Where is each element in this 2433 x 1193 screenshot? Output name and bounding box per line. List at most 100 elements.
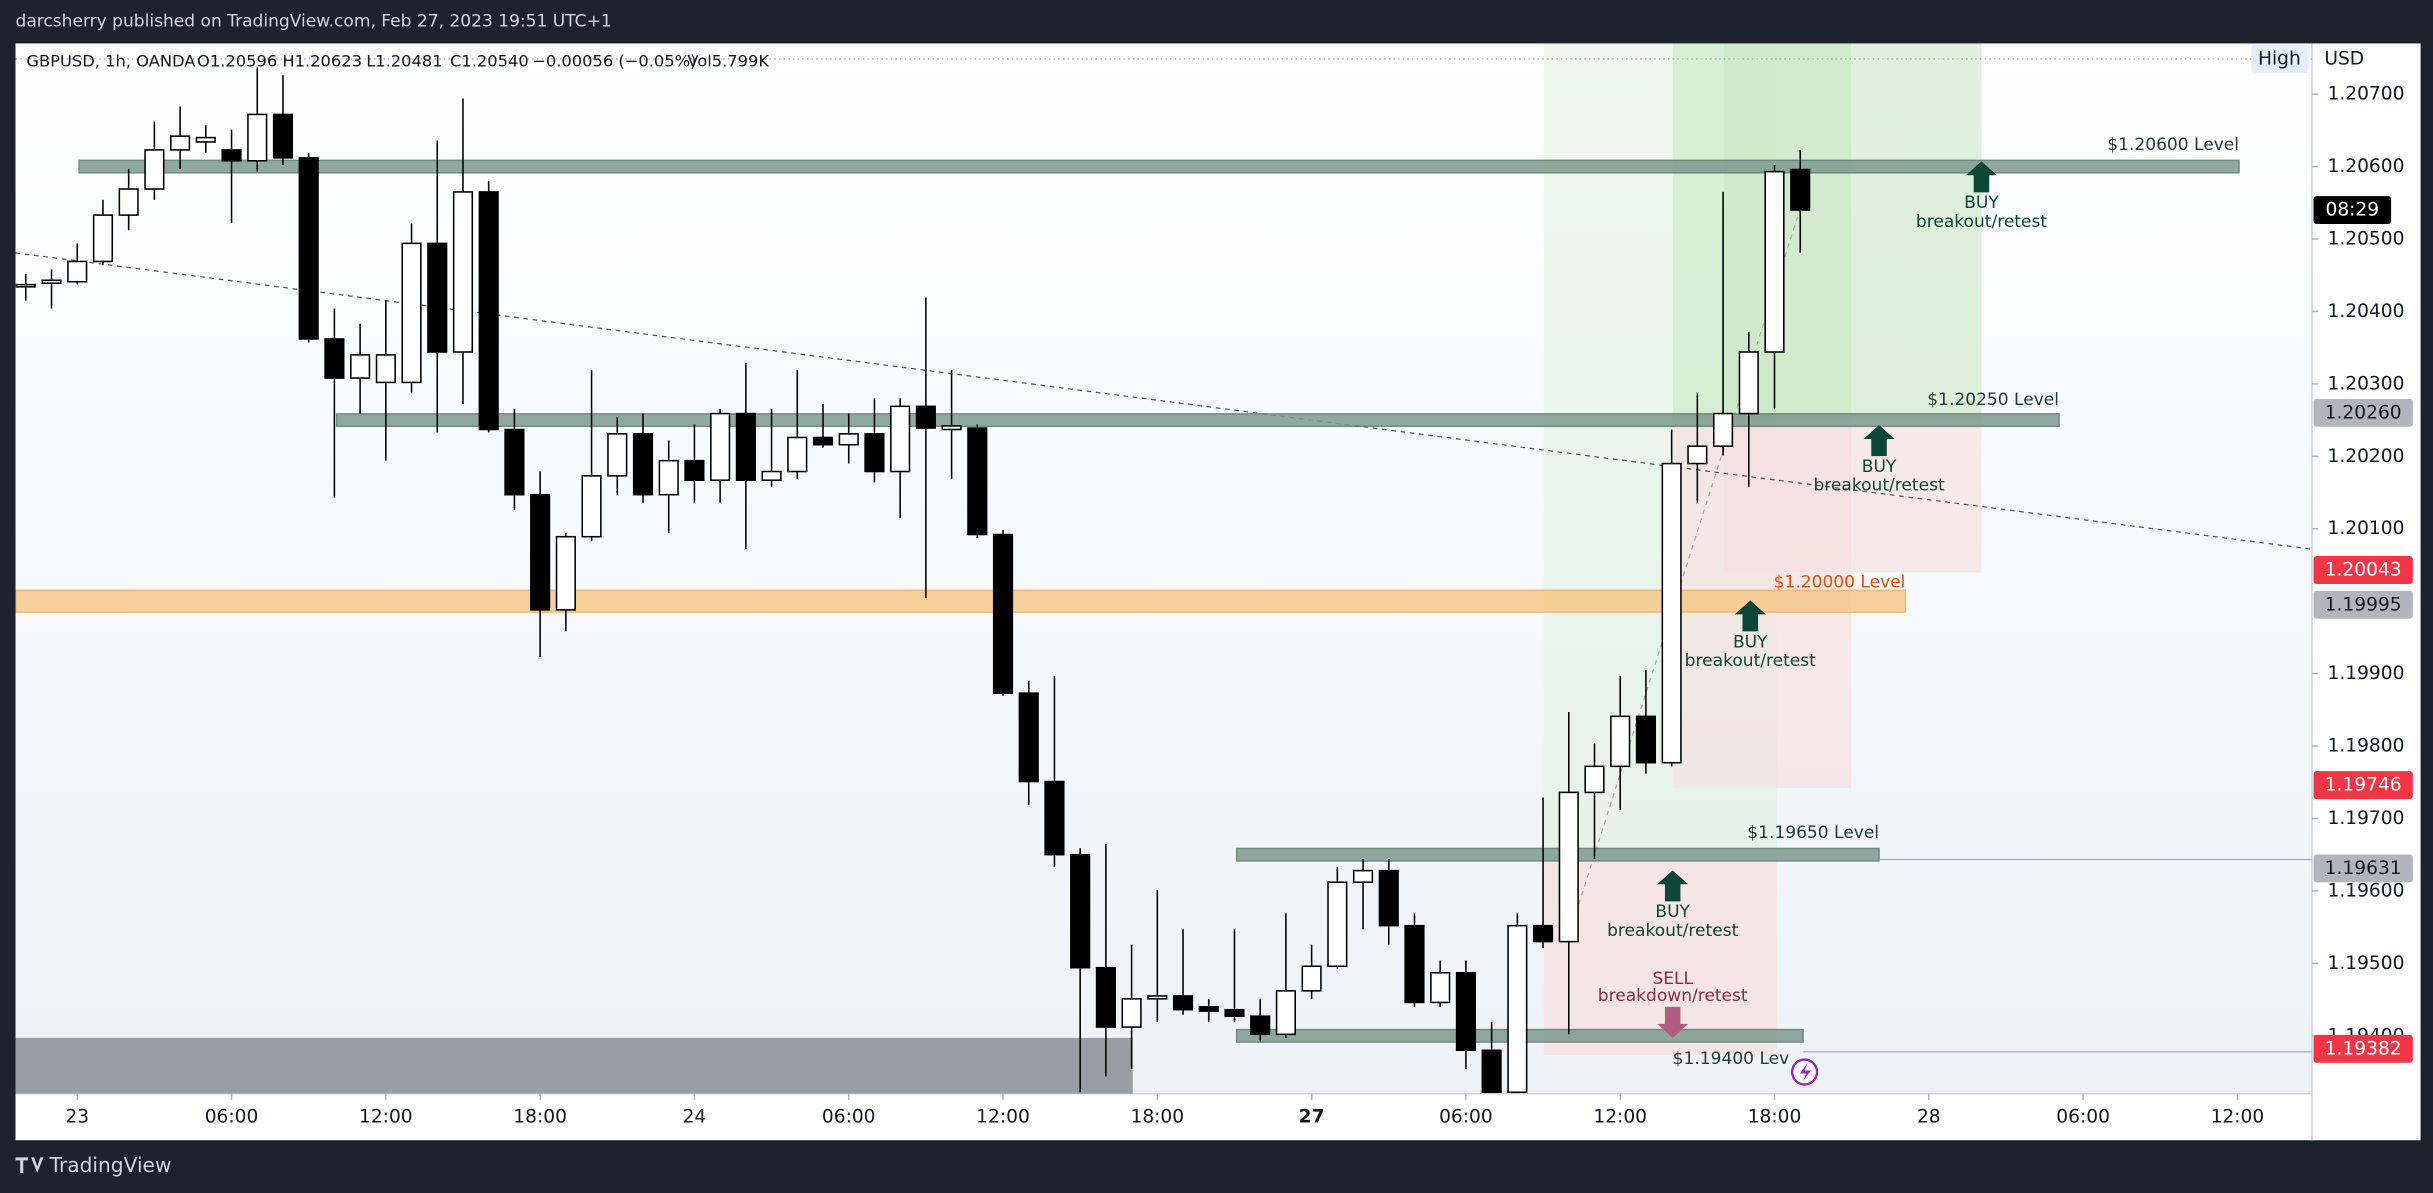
y-tick-label: 1.19900 <box>2327 663 2404 684</box>
high-label: High <box>2258 48 2301 69</box>
zone <box>15 1037 1133 1094</box>
candle-body <box>452 191 474 353</box>
candle-body <box>1198 1006 1219 1012</box>
y-tick-label: 1.20500 <box>2327 229 2404 250</box>
candle-body <box>1635 715 1657 764</box>
candle-body <box>1224 1008 1245 1017</box>
arrow-up <box>1734 600 1766 632</box>
candle-body <box>41 279 62 284</box>
x-tick-label: 23 <box>65 1106 89 1127</box>
candle-body <box>864 433 885 473</box>
y-tick-label: 1.19500 <box>2327 953 2404 974</box>
x-tick-label: 06:00 <box>205 1106 259 1127</box>
annotation-text: BUY <box>1862 457 1897 477</box>
price-tag <box>2313 1034 2413 1063</box>
annotation-text: breakout/retest <box>1607 921 1739 941</box>
level-band <box>78 159 2240 174</box>
candle-body <box>1327 881 1348 968</box>
candle-body <box>530 493 551 611</box>
level-label: $1.19400 Lev <box>1673 1049 1790 1069</box>
candle-body <box>1301 965 1322 992</box>
annotation-text: breakout/retest <box>1813 476 1945 496</box>
candle-body <box>838 433 859 446</box>
candle-body <box>170 135 191 151</box>
legend-item: C1.20540 <box>450 52 529 71</box>
candle-body <box>504 428 525 496</box>
arrow-down <box>1657 1006 1689 1038</box>
candle-body <box>735 412 756 481</box>
candle-body <box>375 354 396 384</box>
annotation-text: BUY <box>1733 632 1768 652</box>
candle-body <box>144 149 165 190</box>
y-tick-label: 1.19800 <box>2327 736 2404 757</box>
x-tick-label: 12:00 <box>2211 1106 2265 1127</box>
candle-body <box>710 412 731 481</box>
price-tag-label: 1.19631 <box>2325 858 2402 879</box>
y-tick-label: 1.20400 <box>2327 301 2404 322</box>
x-tick-label: 24 <box>683 1106 707 1127</box>
x-tick-label: 06:00 <box>1439 1106 1493 1127</box>
candle-body <box>298 157 319 340</box>
annotation-text: breakout/retest <box>1916 212 2048 232</box>
x-tick-label: 28 <box>1917 1106 1941 1127</box>
candle-body <box>1738 351 1759 415</box>
candle-body <box>1584 765 1605 794</box>
level-label: $1.20250 Level <box>1927 390 2059 410</box>
candle-body <box>1095 966 1116 1028</box>
zone <box>1723 418 1982 573</box>
candle-body <box>1352 869 1374 883</box>
candle-body <box>1532 924 1554 943</box>
y-tick-label: 1.20600 <box>2327 156 2404 177</box>
candle-body <box>1558 791 1579 943</box>
annotation-text: SELL <box>1652 969 1693 989</box>
candle-body <box>787 436 808 473</box>
x-tick-label: 27 <box>1299 1106 1325 1127</box>
level-label: $1.19650 Level <box>1747 823 1879 843</box>
time-axis <box>15 1093 2312 1141</box>
arrow-up <box>1863 425 1895 457</box>
candle-body <box>890 405 911 473</box>
candle-body <box>1481 1049 1502 1094</box>
high-tag <box>2251 44 2309 73</box>
arrow-up <box>1965 161 1997 193</box>
legend-item: Vol5.799K <box>687 52 770 71</box>
candle-body <box>1070 853 1091 969</box>
candle-body <box>350 354 371 379</box>
candle-body <box>221 149 242 162</box>
x-tick-label: 12:00 <box>1593 1106 1647 1127</box>
candle-body <box>1147 995 1168 1000</box>
level-band <box>1235 847 1880 862</box>
candle-body <box>1430 971 1451 1004</box>
legend-item: −0.00056 (−0.05%) <box>532 52 696 71</box>
annotation-text: breakout/retest <box>1685 651 1817 671</box>
x-tick-label: 12:00 <box>976 1106 1030 1127</box>
candle-body <box>581 475 602 538</box>
footer-brand: TradingView <box>49 1153 172 1177</box>
annotation-text: breakdown/retest <box>1598 986 1748 1006</box>
price-tag <box>2313 398 2413 427</box>
y-tick-label: 1.20100 <box>2327 518 2404 539</box>
price-tag <box>2313 854 2413 883</box>
level-label: $1.20000 Level <box>1774 573 1906 593</box>
price-tag-label: 1.19382 <box>2325 1038 2402 1059</box>
candle-body <box>684 459 705 481</box>
price-tag <box>2313 556 2413 584</box>
alert-bolt <box>1799 1062 1811 1082</box>
candle-body <box>247 113 268 162</box>
candle-body <box>118 188 139 216</box>
y-tick-label: 1.20700 <box>2327 84 2404 105</box>
candle-body <box>272 113 294 159</box>
trend-line <box>15 252 2312 550</box>
y-tick-label: 1.20200 <box>2327 446 2404 467</box>
x-tick-label: 18:00 <box>1130 1106 1184 1127</box>
legend-item: O1.20596 <box>197 52 277 71</box>
candle-body <box>1687 445 1708 465</box>
level-label: $1.20600 Level <box>2107 135 2239 155</box>
price-tag-label: 1.19746 <box>2325 775 2402 796</box>
price-tag-label: 1.19995 <box>2325 594 2402 615</box>
candle-body <box>401 242 422 384</box>
candle-body <box>1661 462 1682 764</box>
annotation-text: BUY <box>1655 902 1690 922</box>
